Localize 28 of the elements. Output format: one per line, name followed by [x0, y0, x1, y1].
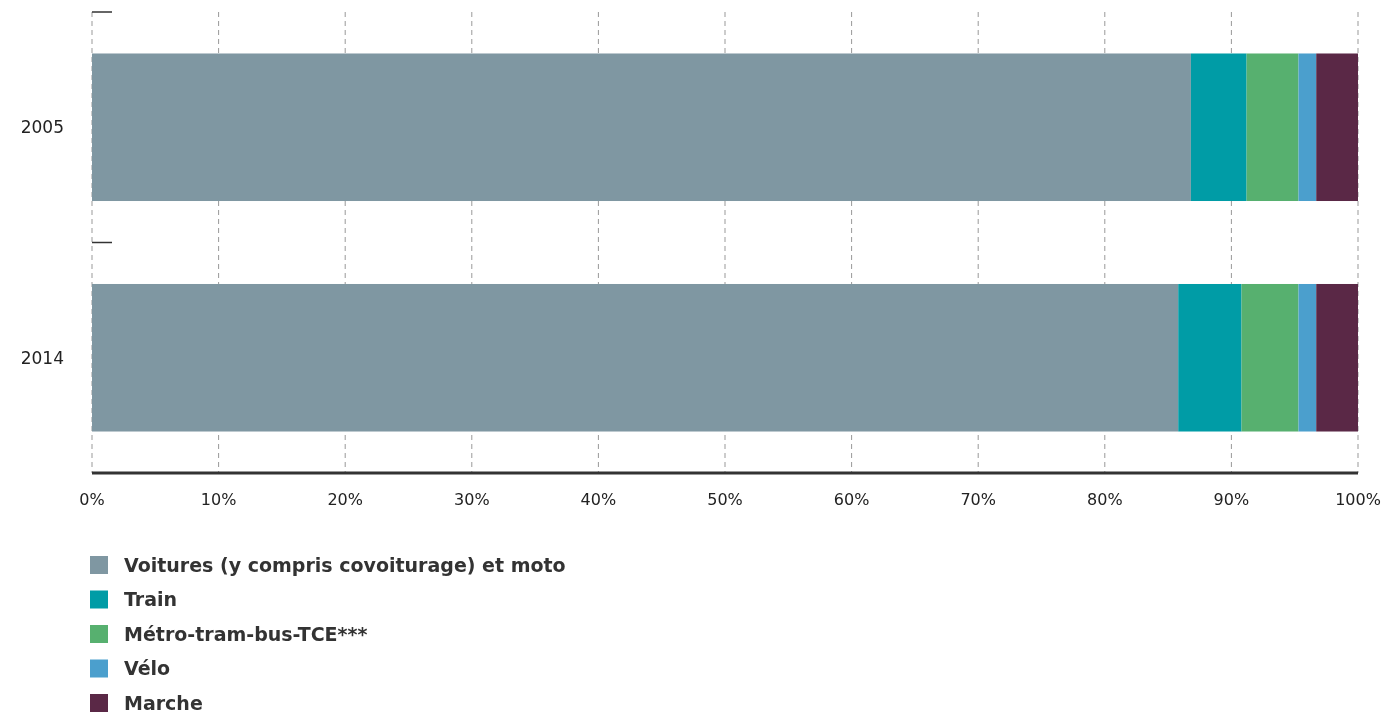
y-tick-label: 2014: [20, 347, 64, 368]
bar: [1178, 283, 1242, 432]
legend-label: Marche: [124, 691, 203, 714]
x-tick-label: 90%: [1213, 490, 1250, 509]
y-tick-label: 2005: [20, 117, 64, 138]
x-tick-label: 20%: [327, 490, 363, 509]
legend-label: Voitures (y compris covoiturage) et moto: [124, 553, 566, 576]
bar: [92, 283, 1179, 432]
x-tick-label: 80%: [1087, 490, 1123, 509]
x-tick-label: 60%: [833, 490, 870, 509]
legend-label: Vélo: [124, 657, 171, 680]
x-tick-label: 30%: [454, 490, 490, 509]
x-tick-label: 50%: [707, 490, 743, 509]
legend-label: Train: [124, 588, 178, 611]
bar: [1298, 53, 1317, 202]
bar: [1241, 283, 1299, 432]
x-tick-label: 0%: [79, 490, 105, 509]
bar: [1190, 53, 1247, 202]
bar: [1316, 283, 1358, 432]
bar: [1316, 53, 1358, 202]
x-tick-label: 70%: [960, 490, 996, 509]
bar: [1246, 53, 1299, 202]
x-tick-label: 10%: [200, 490, 237, 509]
bar: [92, 53, 1191, 202]
legend-label: Métro-tram-bus-TCE***: [124, 622, 368, 645]
x-tick-label: 100%: [1335, 490, 1381, 509]
x-tick-label: 40%: [580, 490, 617, 509]
bar: [1298, 283, 1317, 432]
